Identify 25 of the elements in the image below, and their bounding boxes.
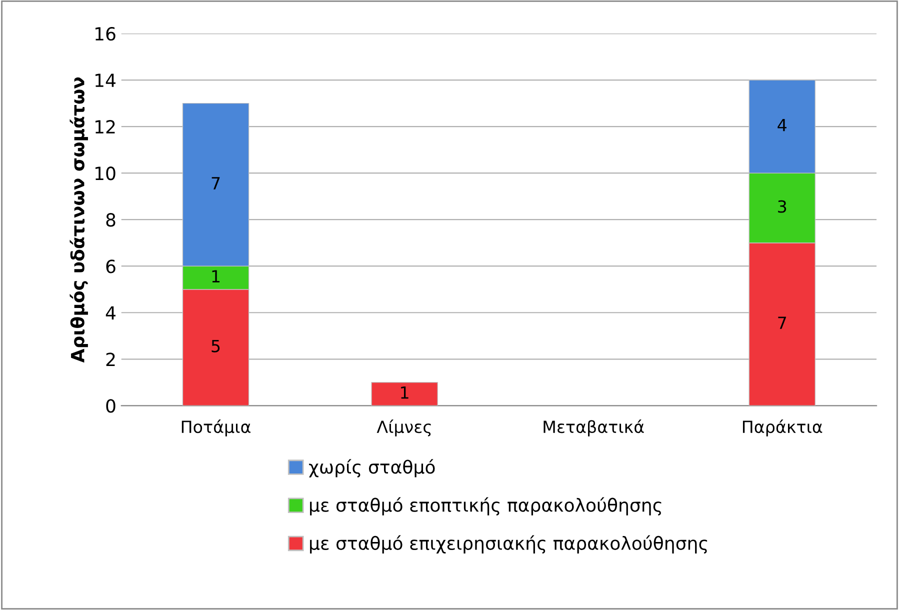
y-tick-label: 12 xyxy=(96,120,115,134)
y-tick-label: 16 xyxy=(96,27,116,41)
data-label: 7 xyxy=(212,177,220,190)
y-tick-label: 6 xyxy=(106,260,116,274)
data-label: 3 xyxy=(778,200,786,213)
data-label: 7 xyxy=(778,316,786,329)
y-tick-label: 0 xyxy=(106,399,116,413)
data-label: 1 xyxy=(401,386,408,399)
legend-label: με σταθμό εποπτικής παρακολούθησης xyxy=(310,497,662,516)
data-label: 5 xyxy=(212,340,220,352)
bar xyxy=(371,382,438,406)
legend-label: χωρίς σταθμό xyxy=(309,459,435,478)
legend-label: με σταθμό επιχειρησιακής παρακολούθησης xyxy=(310,535,708,554)
y-tick-label: 2 xyxy=(106,352,115,366)
x-tick-label: Λίμνες xyxy=(376,420,431,436)
y-tick-label: 8 xyxy=(106,213,116,227)
data-label: 1 xyxy=(212,270,220,282)
y-axis-title: Αριθμός υδάτινων σωμάτων xyxy=(70,77,88,363)
x-tick-label: Ποτάμια xyxy=(182,420,250,436)
x-tick-label: Μεταβατικά xyxy=(544,420,644,436)
data-label: 4 xyxy=(778,119,786,132)
x-tick-label: Παράκτια xyxy=(742,420,822,436)
y-tick-label: 4 xyxy=(106,306,116,320)
y-tick-label: 10 xyxy=(96,166,116,180)
y-tick-label: 14 xyxy=(96,74,116,87)
